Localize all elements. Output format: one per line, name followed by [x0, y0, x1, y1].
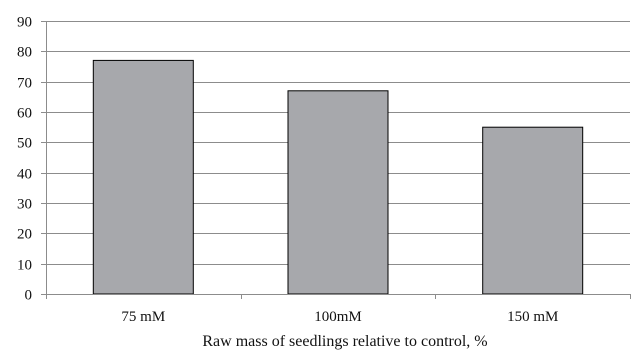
- y-tick-label: 50: [17, 136, 32, 152]
- y-tick-label: 20: [17, 227, 32, 243]
- x-tick-labels: 75 mM 100mM 150 mM: [121, 309, 558, 325]
- bar: [92, 59, 194, 295]
- y-tick-label: 70: [17, 76, 32, 92]
- y-tick-label: 90: [17, 15, 32, 31]
- y-tick-label: 0: [25, 288, 33, 304]
- y-tick-label: 40: [17, 167, 32, 183]
- y-tick-label: 10: [17, 258, 32, 274]
- y-tick-label: 30: [17, 197, 32, 213]
- y-tick-label: 80: [17, 45, 32, 61]
- y-tick-label: 60: [17, 106, 32, 122]
- y-tick-labels: 0 10 20 30 40 50 60 70 80 90: [17, 15, 32, 304]
- x-tick-label: 150 mM: [507, 309, 558, 325]
- x-axis-title: Raw mass of seedlings relative to contro…: [202, 333, 487, 350]
- bar: [287, 90, 389, 295]
- x-tick-label: 100mM: [314, 309, 362, 325]
- x-tick-label: 75 mM: [121, 309, 165, 325]
- bar: [482, 126, 584, 295]
- bars: [92, 59, 584, 295]
